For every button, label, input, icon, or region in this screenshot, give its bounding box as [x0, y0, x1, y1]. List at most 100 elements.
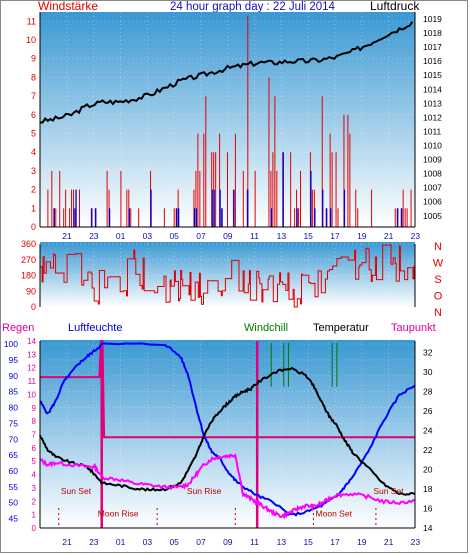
compass-label: S	[434, 274, 441, 286]
direction-tick: 360	[21, 239, 36, 249]
x-tick-label: 03	[143, 231, 153, 241]
x-tick-label: 07	[196, 537, 206, 547]
direction-axis: 0 90 180 270 360	[21, 239, 416, 312]
wind-tick: 4	[31, 147, 36, 157]
rain-tick: 4	[32, 471, 37, 480]
x-tick-label: 21	[62, 231, 72, 241]
wind-tick: 11	[27, 16, 36, 26]
wind-tick: 10	[26, 35, 36, 45]
rain-tick: 6	[32, 444, 37, 453]
humidity-tick: 50	[9, 498, 19, 508]
annotation-label: Sun Set	[61, 486, 92, 496]
rain-tick: 14	[27, 337, 36, 346]
wind-tick: 2	[31, 185, 36, 195]
pressure-tick: 1010	[423, 140, 442, 150]
annotation-label: Sun Set	[373, 486, 404, 496]
annotation-label: Moon Rise	[98, 508, 139, 518]
pressure-tick: 1009	[423, 155, 442, 165]
dewpoint-line	[39, 452, 416, 520]
rain-tick: 10	[27, 390, 36, 399]
sun-moon-annotations: Sun Set Moon Rise Sun Rise Moon Set Sun Set	[58, 486, 404, 525]
pressure-axis: 1005 1006 1007 1008 1009 1010 1011 1012 1013 1014…	[414, 12, 442, 227]
windchill-label: Windchill	[244, 322, 288, 334]
compass-label: W	[433, 258, 444, 270]
x-tick-label: 09	[223, 537, 233, 547]
compass-label: O	[434, 291, 443, 303]
x-tick-label: 23	[411, 231, 421, 241]
moon-lines	[100, 341, 259, 528]
temperature-tick: 22	[423, 445, 433, 455]
pressure-tick: 1005	[423, 211, 442, 221]
direction-tick: 180	[21, 271, 36, 281]
rain-tick: 8	[32, 417, 37, 426]
rain-tick: 2	[32, 497, 37, 506]
temperature-tick: 18	[423, 484, 433, 494]
x-tick-label: 23	[411, 537, 421, 547]
wind-tick: 8	[31, 72, 36, 82]
panel3-x-axis: 21 23 01 03 05 07 09 11 13 15 17 19 21 23	[40, 527, 421, 547]
rain-tick: 13	[27, 350, 36, 359]
rain-label: Regen	[2, 322, 34, 334]
x-tick-label: 15	[303, 231, 313, 241]
wind-tick: 1	[31, 203, 36, 213]
x-tick-label: 21	[384, 537, 394, 547]
temperature-label: Temperatur	[313, 322, 369, 334]
x-tick-label: 11	[250, 537, 259, 547]
x-tick-label: 19	[357, 537, 367, 547]
humidity-tick: 85	[9, 387, 19, 397]
rain-tick: 7	[32, 431, 37, 440]
temperature-tick: 28	[423, 387, 433, 397]
pressure-tick: 1013	[423, 98, 442, 108]
x-tick-label: 07	[196, 231, 206, 241]
pressure-tick: 1012	[423, 112, 442, 122]
wind-tick: 6	[31, 110, 36, 120]
humidity-tick: 60	[9, 466, 19, 476]
pressure-tick: 1007	[423, 183, 442, 193]
right-title: Luftdruck	[370, 0, 420, 13]
x-tick-label: 05	[169, 231, 179, 241]
temperature-axis: 14 16 18 20 22 24 26 28 30 32	[414, 341, 433, 533]
annotation-label: Sun Rise	[187, 486, 222, 496]
x-tick-label: 01	[116, 231, 126, 241]
temperature-tick: 32	[423, 348, 433, 358]
humidity-tick: 80	[9, 403, 19, 413]
left-title: Windstärke	[38, 0, 98, 13]
pressure-tick: 1019	[423, 14, 442, 24]
wind-tick: 9	[31, 54, 36, 64]
x-tick-label: 15	[303, 537, 313, 547]
pressure-tick: 1017	[423, 42, 442, 52]
panel3-grid	[40, 341, 416, 528]
pressure-tick: 1006	[423, 197, 442, 207]
humidity-tick: 95	[9, 355, 19, 365]
panel2-bg	[40, 242, 415, 307]
x-tick-label: 19	[357, 231, 367, 241]
pressure-tick: 1018	[423, 28, 442, 38]
temperature-tick: 30	[423, 367, 433, 377]
x-tick-label: 05	[169, 537, 179, 547]
rain-tick: 11	[28, 377, 37, 386]
x-tick-label: 21	[62, 537, 72, 547]
rain-tick: 5	[32, 457, 37, 466]
x-tick-label: 01	[116, 537, 126, 547]
humidity-axis: 45 50 55 60 65 70 75 80 85 90 95 100	[4, 339, 18, 523]
humidity-tick: 100	[4, 339, 18, 349]
pressure-tick: 1011	[423, 126, 442, 136]
dewpoint-label: Taupunkt	[391, 322, 436, 334]
wind-direction-line	[40, 244, 415, 308]
pressure-tick: 1014	[423, 84, 442, 94]
panel1-x-axis: 21 23 01 03 05 07 09 11 13 15 17 19 21 23	[40, 226, 421, 241]
humidity-tick: 45	[9, 513, 19, 523]
x-tick-label: 13	[277, 231, 287, 241]
x-tick-label: 09	[223, 231, 233, 241]
rain-tick: 12	[27, 364, 36, 373]
compass-label: N	[434, 307, 442, 319]
direction-tick: 0	[31, 302, 36, 312]
direction-tick: 270	[21, 255, 36, 265]
humidity-tick: 65	[9, 450, 19, 460]
pressure-tick: 1008	[423, 169, 442, 179]
wind-tick: 7	[31, 91, 36, 101]
x-tick-label: 21	[384, 231, 394, 241]
gust-bars	[53, 152, 403, 227]
